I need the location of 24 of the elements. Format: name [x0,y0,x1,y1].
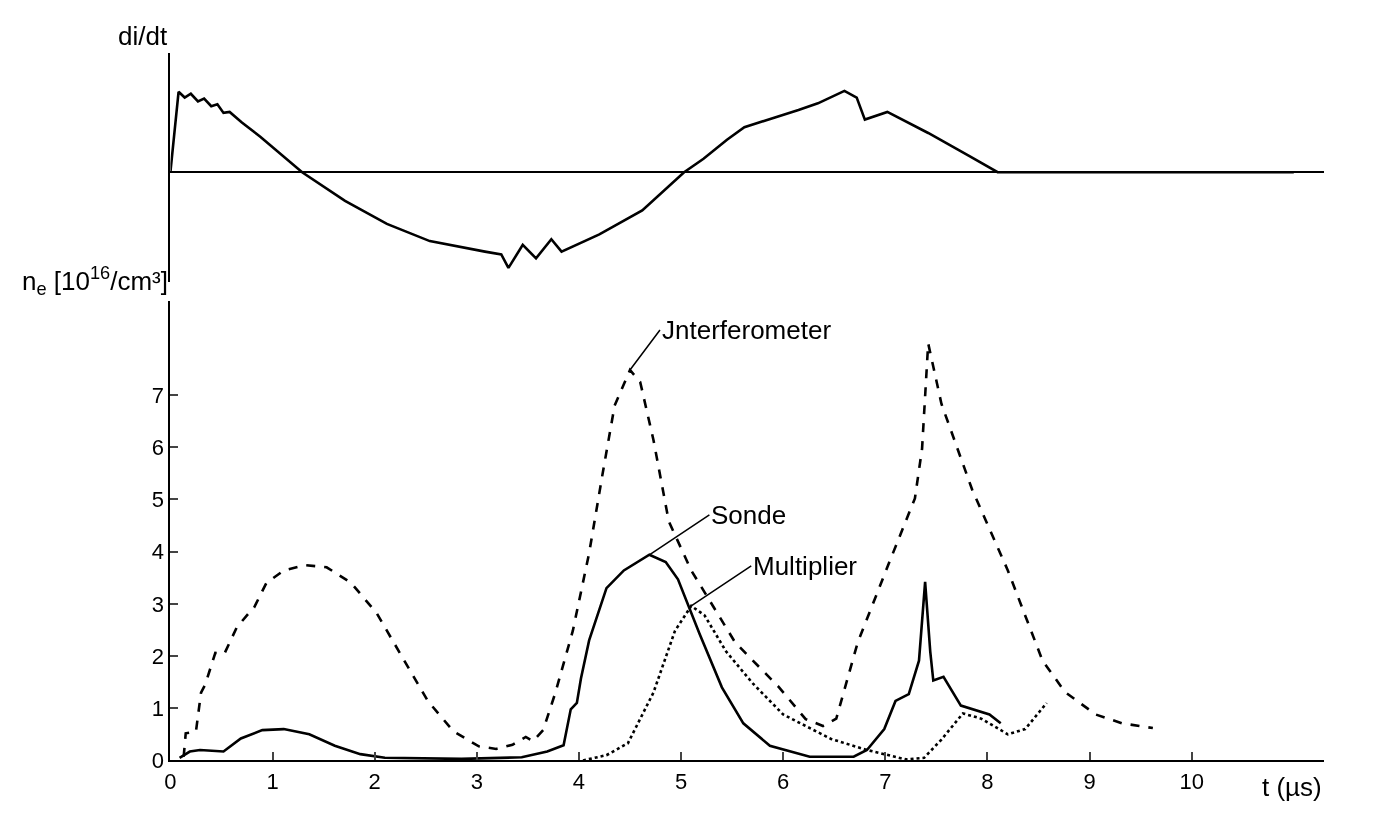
x-tick-label: 2 [368,768,381,794]
y-tick-label: 5 [151,487,164,513]
y-tick-label: 4 [151,539,164,565]
x-tick-label: 6 [777,768,790,794]
text: Sonde [711,500,787,530]
y-tick-label: 3 [151,591,164,617]
y-axis-title: di/dt [118,21,168,51]
x-tick-label: 9 [1083,768,1096,794]
x-tick-label: 1 [266,768,279,794]
x-tick-label: 3 [470,768,483,794]
series-label: Jnterferometer [662,315,832,345]
x-tick-label: 5 [674,768,688,794]
y-tick-label: 0 [151,748,164,774]
x-tick-label: 7 [879,768,892,794]
y-tick-label: 1 [151,695,164,721]
y-tick-label: 6 [151,434,164,460]
x-axis-title: t (µs) [1262,772,1322,802]
y-tick-label: 7 [151,382,164,408]
x-tick-label: 10 [1179,768,1204,794]
y-tick-label: 2 [151,643,164,669]
y-axis-title: n$_{e}$ [10$^{16}$/cm³] [22,263,168,300]
x-tick-label: 8 [981,768,994,794]
x-tick-label: 4 [572,768,586,794]
text: Multiplier [753,551,858,581]
